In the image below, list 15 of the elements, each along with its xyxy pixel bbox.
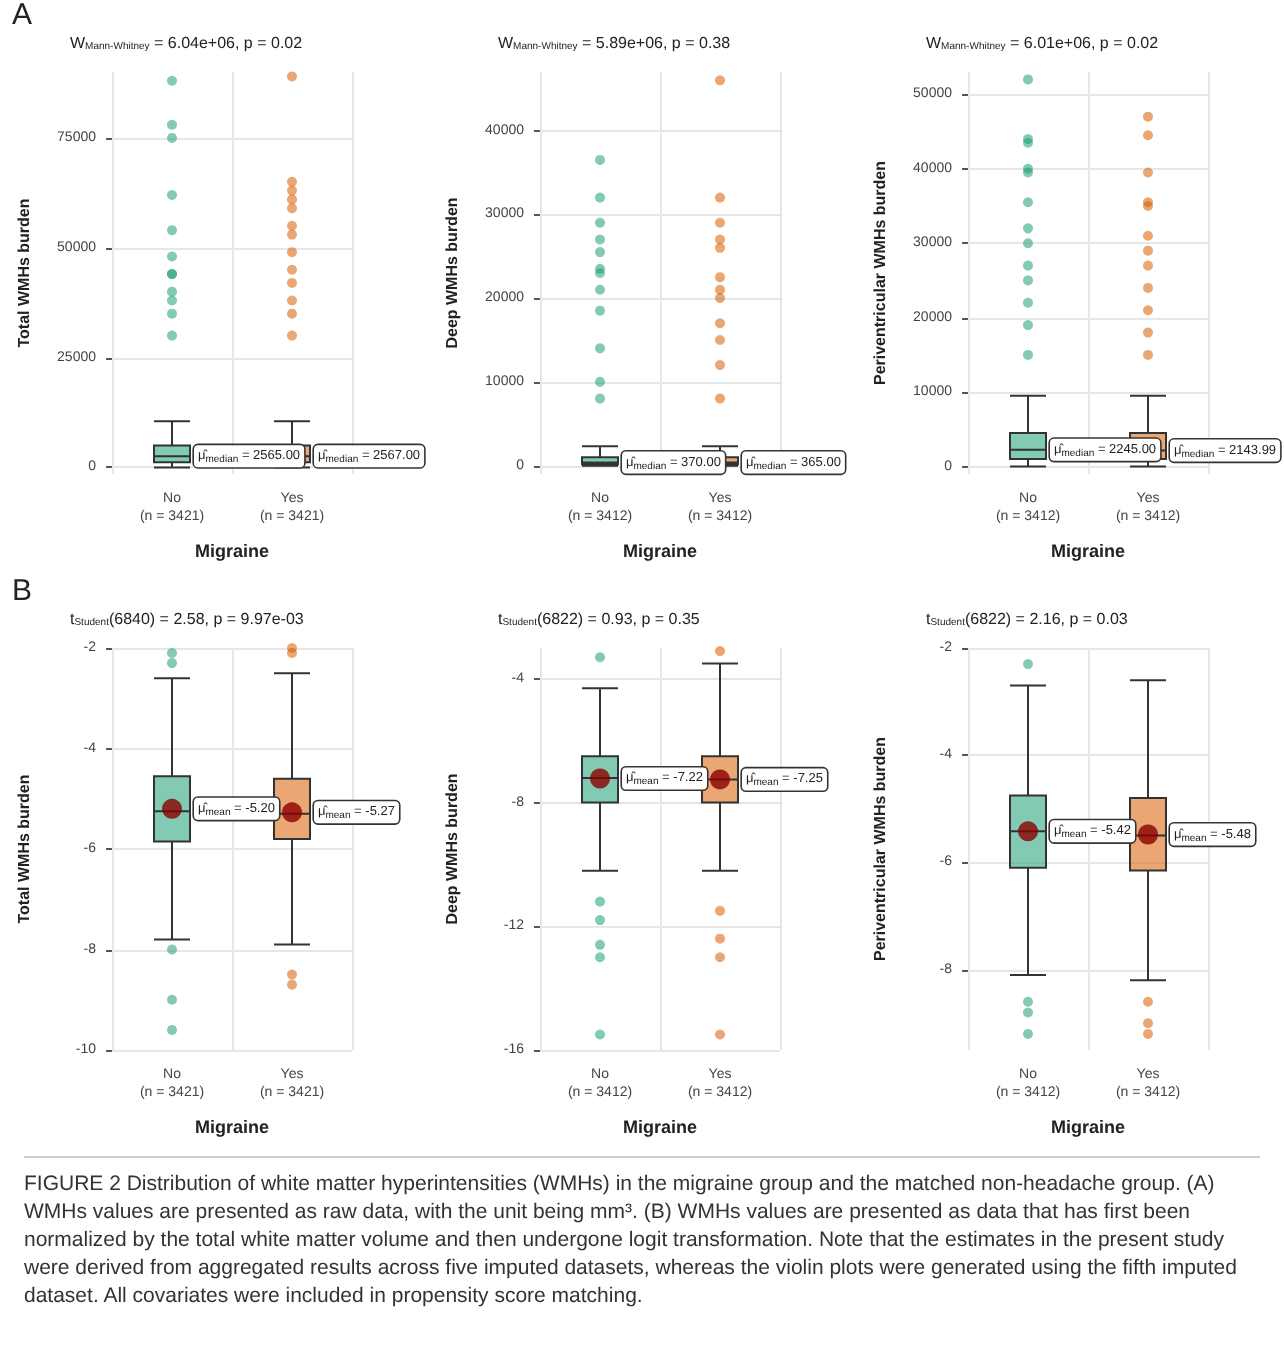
x-axis-title: Migraine	[622, 1117, 698, 1137]
x-axis-title: Migraine	[194, 541, 270, 561]
y-axis-title: Deep WMHs burden	[443, 197, 461, 349]
y-axis-title: Periventricular WMHs burden	[871, 736, 889, 962]
y-axis-title: Total WMHs burden	[15, 198, 33, 348]
x-axis-title: Migraine	[1050, 541, 1126, 561]
y-axis-title: Deep WMHs burden	[443, 773, 461, 925]
y-axis-title: Periventricular WMHs burden	[871, 160, 889, 386]
text: B	[12, 574, 33, 608]
x-axis-title: Migraine	[622, 541, 698, 561]
y-axis-title: Total WMHs burden	[15, 774, 33, 924]
x-axis-title: Migraine	[194, 1117, 270, 1137]
caption: FIGURE 2 Distribution of white matter hyperintensities (WMHs) in the migraine group and the matched non-headache group. (A) WMHs values are presented as raw data, with the unit being mm³. (B) WMHs values are presented as data that has first been normalized by the total white matter volume and then undergone logit transformation. Note that the estimates in the present study were derived from aggregated results across five imputed datasets, whereas the violin plots were generated using the fifth imputed dataset. All covariates were included in propensity score matching.	[24, 1170, 1239, 1310]
text: A	[12, 0, 33, 32]
x-axis-title: Migraine	[1050, 1117, 1126, 1137]
